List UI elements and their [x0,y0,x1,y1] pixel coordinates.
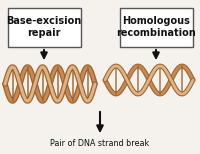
Text: Homologous
recombination: Homologous recombination [116,16,196,38]
FancyBboxPatch shape [8,8,80,47]
Text: Base-excision
repair: Base-excision repair [6,16,82,38]
FancyBboxPatch shape [120,8,192,47]
Text: Pair of DNA strand break: Pair of DNA strand break [50,138,150,148]
